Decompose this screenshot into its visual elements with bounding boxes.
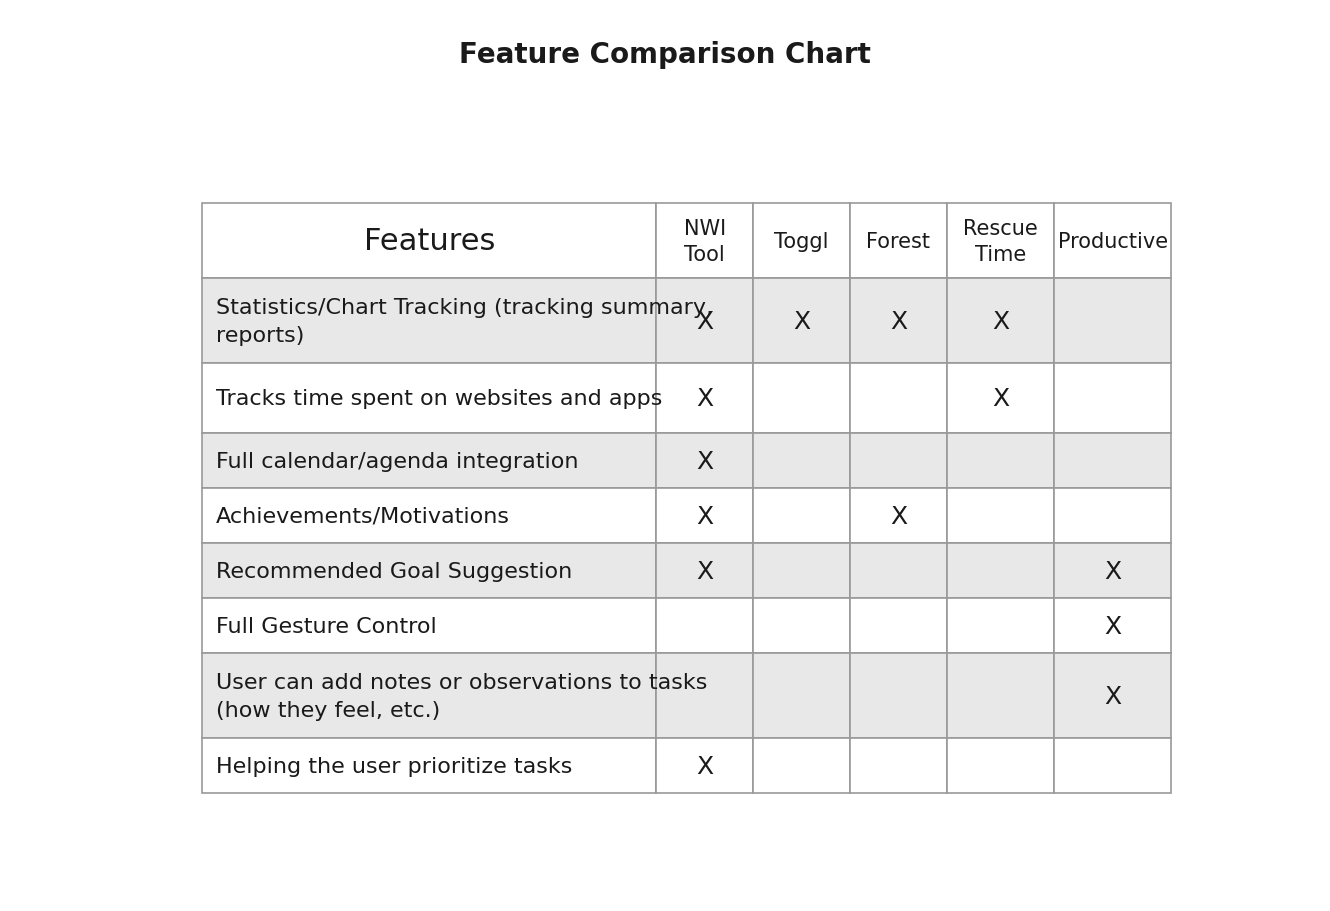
Bar — [202, 488, 656, 544]
Text: X: X — [696, 504, 713, 528]
Bar — [753, 599, 850, 653]
Bar — [1053, 599, 1172, 653]
Bar — [753, 488, 850, 544]
Text: X: X — [1104, 559, 1121, 583]
Bar — [753, 738, 850, 793]
Text: Helping the user prioritize tasks: Helping the user prioritize tasks — [215, 756, 572, 776]
Bar — [1053, 653, 1172, 738]
Text: X: X — [1104, 684, 1121, 708]
Bar — [753, 653, 850, 738]
Text: X: X — [696, 753, 713, 778]
Text: X: X — [696, 559, 713, 583]
Bar — [202, 599, 656, 653]
Text: X: X — [992, 310, 1009, 333]
Bar — [947, 544, 1053, 599]
Bar — [202, 279, 656, 363]
Bar — [202, 738, 656, 793]
Bar — [850, 653, 947, 738]
Bar — [850, 434, 947, 488]
Bar — [850, 204, 947, 279]
Bar — [1053, 738, 1172, 793]
Text: Rescue
Time: Rescue Time — [963, 219, 1037, 264]
Text: Productive: Productive — [1057, 231, 1168, 251]
Bar — [947, 738, 1053, 793]
Bar — [947, 434, 1053, 488]
Bar — [656, 488, 753, 544]
Bar — [656, 653, 753, 738]
Text: Full Gesture Control: Full Gesture Control — [215, 616, 436, 636]
Text: User can add notes or observations to tasks
(how they feel, etc.): User can add notes or observations to ta… — [215, 672, 708, 720]
Text: X: X — [890, 310, 907, 333]
Bar — [947, 488, 1053, 544]
Text: X: X — [1104, 614, 1121, 638]
Text: X: X — [696, 449, 713, 473]
Bar — [850, 279, 947, 363]
Text: Feature Comparison Chart: Feature Comparison Chart — [459, 41, 871, 69]
Bar — [850, 738, 947, 793]
Bar — [202, 434, 656, 488]
Bar — [753, 434, 850, 488]
Text: NWI
Tool: NWI Tool — [684, 219, 726, 264]
Bar — [753, 279, 850, 363]
Bar — [656, 544, 753, 599]
Bar — [753, 544, 850, 599]
Text: X: X — [696, 387, 713, 411]
Bar — [202, 363, 656, 434]
Text: Statistics/Chart Tracking (tracking summary,
reports): Statistics/Chart Tracking (tracking summ… — [215, 297, 713, 345]
Bar — [850, 363, 947, 434]
Bar — [947, 363, 1053, 434]
Bar — [1053, 279, 1172, 363]
Bar — [656, 279, 753, 363]
Bar — [947, 653, 1053, 738]
Bar — [202, 544, 656, 599]
Text: Features: Features — [363, 227, 495, 256]
Bar — [1053, 544, 1172, 599]
Bar — [1053, 363, 1172, 434]
Text: Tracks time spent on websites and apps: Tracks time spent on websites and apps — [215, 389, 662, 409]
Bar — [1053, 434, 1172, 488]
Bar — [656, 434, 753, 488]
Text: X: X — [793, 310, 810, 333]
Text: Achievements/Motivations: Achievements/Motivations — [215, 507, 509, 526]
Bar — [753, 363, 850, 434]
Text: X: X — [992, 387, 1009, 411]
Bar — [656, 738, 753, 793]
Bar — [947, 599, 1053, 653]
Bar — [202, 653, 656, 738]
Bar — [753, 204, 850, 279]
Bar — [947, 204, 1053, 279]
Text: Forest: Forest — [866, 231, 931, 251]
Text: Full calendar/agenda integration: Full calendar/agenda integration — [215, 451, 579, 471]
Bar — [850, 544, 947, 599]
Bar — [656, 204, 753, 279]
Bar — [202, 204, 656, 279]
Text: Recommended Goal Suggestion: Recommended Goal Suggestion — [215, 561, 572, 581]
Bar — [656, 363, 753, 434]
Bar — [850, 599, 947, 653]
Bar — [850, 488, 947, 544]
Bar — [1053, 488, 1172, 544]
Bar — [947, 279, 1053, 363]
Bar — [656, 599, 753, 653]
Bar — [1053, 204, 1172, 279]
Text: X: X — [696, 310, 713, 333]
Text: Toggl: Toggl — [774, 231, 829, 251]
Text: X: X — [890, 504, 907, 528]
